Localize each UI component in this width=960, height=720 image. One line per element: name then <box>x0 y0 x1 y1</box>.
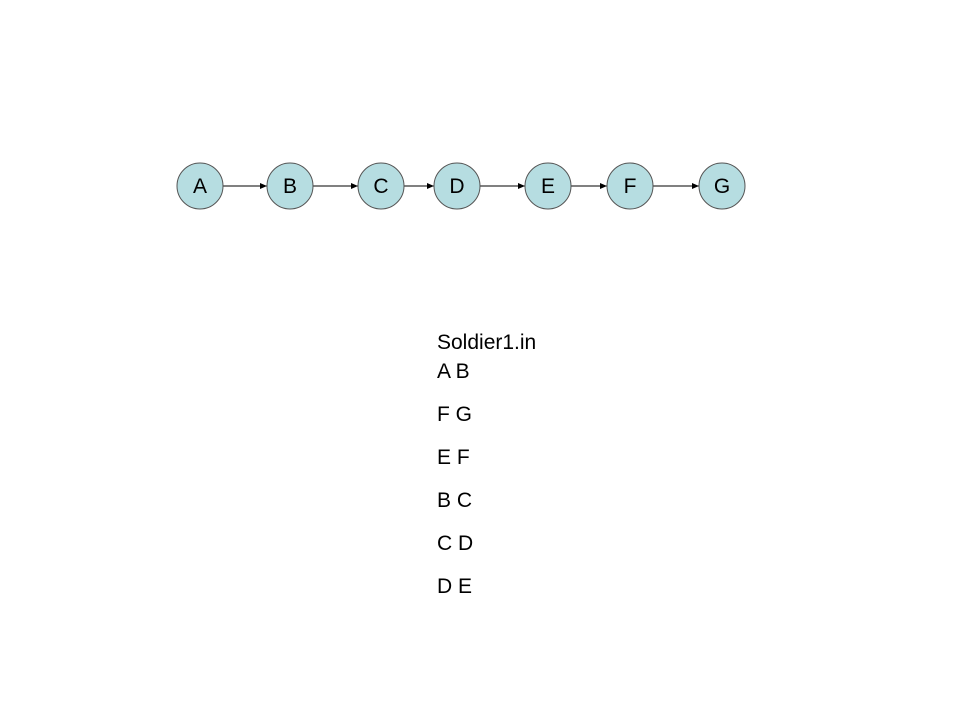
node-circle <box>698 162 746 210</box>
node-circle <box>606 162 654 210</box>
node-f: F <box>606 162 654 210</box>
node-g: G <box>698 162 746 210</box>
edge-line-1: A B <box>437 360 470 383</box>
node-label: A <box>193 175 207 198</box>
chain-graph: A B C D E F G <box>176 162 746 210</box>
node-label: G <box>714 175 730 198</box>
node-circle <box>266 162 314 210</box>
node-a: A <box>176 162 224 210</box>
edge-line-4: B C <box>437 489 473 512</box>
edge-line-2: F G <box>437 403 472 426</box>
node-circle <box>433 162 481 210</box>
file-title: Soldier1.in <box>437 331 537 354</box>
node-circle <box>176 162 224 210</box>
node-e: E <box>524 162 572 210</box>
input-file-listing: Soldier1.in A B F G E F B C C D D E <box>437 328 536 615</box>
node-circle <box>357 162 405 210</box>
node-c: C <box>357 162 405 210</box>
node-label: E <box>541 175 555 198</box>
node-circle <box>524 162 572 210</box>
node-b: B <box>266 162 314 210</box>
node-d: D <box>433 162 481 210</box>
edge-line-6: D E <box>437 575 473 598</box>
node-label: D <box>449 175 464 198</box>
edge-line-5: C D <box>437 532 474 555</box>
edge-line-3: E F <box>437 446 470 469</box>
node-label: F <box>624 175 637 198</box>
nodes-layer: A B C D E F G <box>176 162 746 210</box>
node-label: B <box>283 175 297 198</box>
node-label: C <box>373 175 388 198</box>
